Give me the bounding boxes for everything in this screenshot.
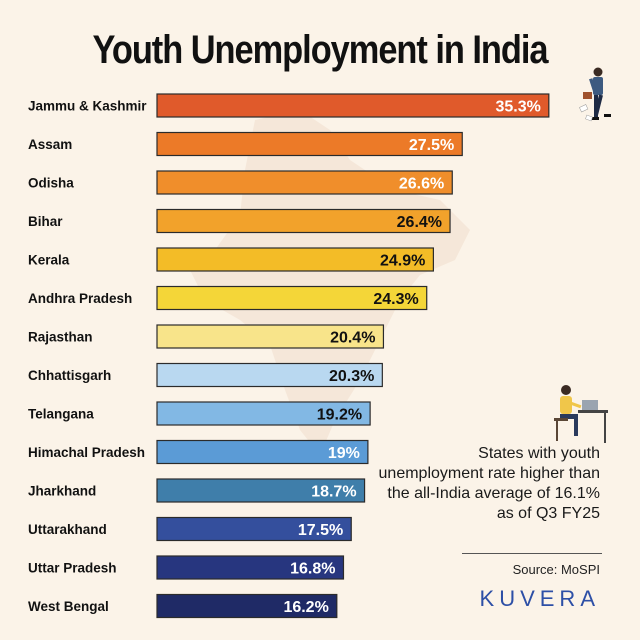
value-label-chhattisgarh: 20.3% — [329, 368, 374, 385]
category-label-west-bengal: West Bengal — [28, 599, 109, 614]
value-label-odisha: 26.6% — [399, 176, 444, 193]
bar-odisha — [156, 170, 453, 195]
bar-uttarakhand — [156, 516, 352, 542]
value-label-kerala: 24.9% — [380, 253, 425, 270]
category-label-uttarakhand: Uttarakhand — [28, 522, 107, 537]
value-label-rajasthan: 20.4% — [330, 330, 375, 347]
category-label-himachal-pradesh: Himachal Pradesh — [28, 445, 145, 460]
bar-west-bengal — [156, 593, 338, 619]
value-label-andhra-pradesh: 24.3% — [373, 291, 418, 308]
category-label-odisha: Odisha — [28, 176, 74, 191]
category-label-jharkhand: Jharkhand — [28, 484, 96, 499]
bar-rajasthan — [156, 324, 385, 349]
category-label-telangana: Telangana — [28, 407, 94, 422]
category-label-jammu-kashmir: Jammu & Kashmir — [28, 99, 147, 114]
value-label-bihar: 26.4% — [397, 214, 442, 231]
value-label-himachal-pradesh: 19% — [328, 445, 360, 462]
category-label-kerala: Kerala — [28, 253, 70, 268]
bar-himachal-pradesh — [156, 439, 369, 465]
category-label-bihar: Bihar — [28, 214, 63, 229]
person-at-laptop-illustration — [554, 385, 608, 443]
bar-kerala — [156, 247, 434, 272]
brand-logo: KUVERA — [479, 586, 600, 611]
job-seeker-illustration — [579, 67, 611, 122]
bar-jharkhand — [156, 478, 366, 503]
bar-assam — [156, 131, 463, 157]
category-label-assam: Assam — [28, 137, 72, 152]
footnote: States with youth unemployment rate high… — [378, 445, 600, 522]
footnote-divider — [462, 553, 602, 554]
bar-telangana — [156, 401, 371, 426]
category-label-uttar-pradesh: Uttar Pradesh — [28, 561, 117, 576]
category-label-andhra-pradesh: Andhra Pradesh — [28, 291, 132, 306]
source-label: Source: MoSPI — [512, 562, 600, 577]
bar-andhra-pradesh — [156, 285, 428, 311]
bar-bihar — [156, 208, 451, 234]
bar-chhattisgarh — [156, 362, 383, 388]
bar-jammu-kashmir — [156, 93, 550, 118]
value-label-uttar-pradesh: 16.8% — [290, 561, 335, 578]
bar-uttar-pradesh — [156, 555, 345, 580]
value-label-assam: 27.5% — [409, 137, 454, 154]
value-label-west-bengal: 16.2% — [283, 599, 328, 616]
value-label-telangana: 19.2% — [317, 407, 362, 424]
chart-title: Youth Unemployment in India — [92, 28, 548, 72]
value-label-uttarakhand: 17.5% — [298, 522, 343, 539]
value-label-jharkhand: 18.7% — [311, 484, 356, 501]
category-label-rajasthan: Rajasthan — [28, 330, 93, 345]
category-label-chhattisgarh: Chhattisgarh — [28, 368, 111, 383]
value-label-jammu-kashmir: 35.3% — [495, 99, 540, 116]
